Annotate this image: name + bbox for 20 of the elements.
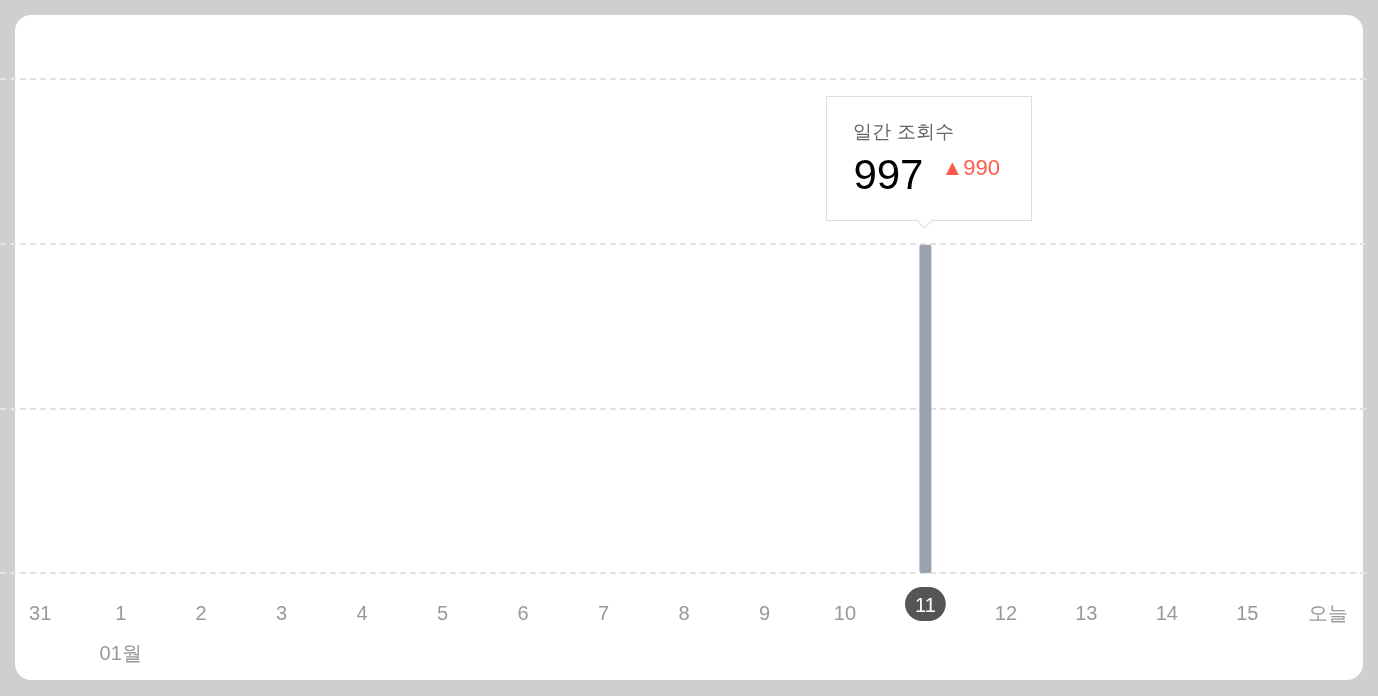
- annotation: ▲990: [941, 154, 1000, 181]
- x-tick-label: 4: [356, 602, 368, 624]
- x-tick-label: 11: [915, 594, 936, 616]
- x-tick-label: 14: [1155, 602, 1178, 624]
- x-tick-label: 5: [437, 602, 449, 624]
- x-tick-label: 1 01월: [99, 602, 142, 664]
- x-tick-label: 오늘: [1307, 602, 1348, 624]
- x-tick-label: 7: [597, 602, 610, 624]
- annotation: 일간 조회수: [853, 118, 955, 144]
- x-tick-label: 15: [1236, 602, 1259, 624]
- x-tick-label: 2: [195, 602, 207, 624]
- x-tick-label: 6: [517, 602, 529, 624]
- x-tick-label: 8: [678, 602, 690, 624]
- x-tick-label: 31: [29, 602, 52, 624]
- x-tick-label: 13: [1075, 602, 1098, 624]
- x-tick-label: 3: [276, 602, 288, 624]
- x-tick-label: 9: [758, 602, 771, 624]
- x-tick-label: 10: [833, 602, 857, 624]
- data-label: 997: [853, 150, 924, 199]
- x-tick-label: 12: [994, 602, 1018, 624]
